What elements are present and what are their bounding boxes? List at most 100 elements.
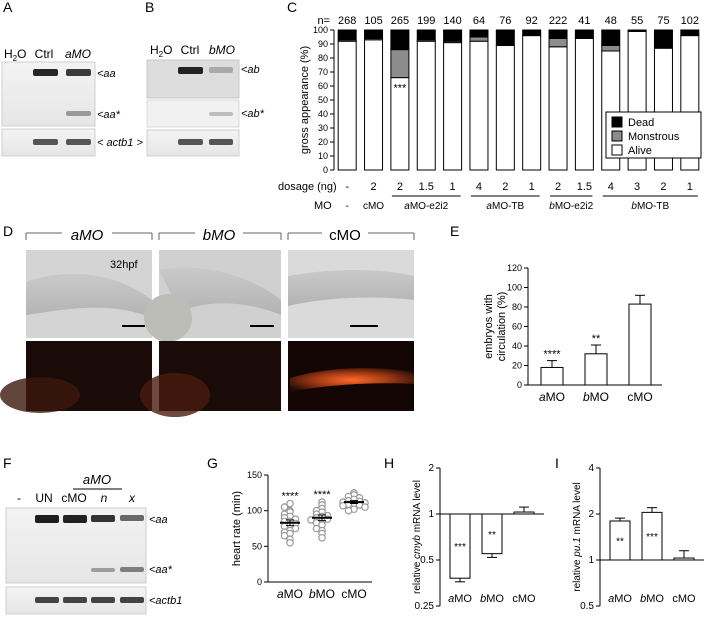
significance-marker-g: **** xyxy=(313,489,331,501)
dosage-value: - xyxy=(345,181,349,193)
panel-e: E 0 20 40 60 80 100 120 embryos with circulation… xyxy=(450,223,662,404)
gel-band-aa-ctrl xyxy=(33,69,58,76)
y-axis-label-g: heart rate (min) xyxy=(231,491,243,566)
gel-band-actb1-cmo xyxy=(63,597,87,603)
dosage-value: 1.5 xyxy=(577,181,592,193)
gel-image-b xyxy=(146,59,240,99)
bar-e xyxy=(628,303,652,386)
fluorescence-glow-bmo xyxy=(140,373,210,417)
n-label-c: 268 xyxy=(338,15,356,27)
y-tick-label-i: 1 xyxy=(588,555,594,566)
dosage-value: 2 xyxy=(660,181,666,193)
significance-marker-e: **** xyxy=(543,349,561,361)
lane-label-h2o-a: H2O xyxy=(4,47,26,63)
gel-band-actb1-ctrl-a xyxy=(33,139,58,145)
y-tick-label-i: 0.5 xyxy=(580,601,594,612)
panel-i: I 0.5 1 2 4 relative pu.1 mRNA level ** aMO ***… xyxy=(555,455,704,612)
gel-band-aa-un xyxy=(35,515,59,523)
gel-band-aa-star-amo xyxy=(66,111,91,116)
bar-segment-dead xyxy=(522,29,542,37)
x-tick-label-i: bMO xyxy=(640,593,664,605)
legend-swatch-monstrous xyxy=(611,130,623,142)
y-tick-label-h: 2 xyxy=(428,463,434,474)
dosage-value: 1.5 xyxy=(419,181,434,193)
bar-segment-dead xyxy=(627,29,647,32)
embryo-cmo xyxy=(288,270,414,306)
bar-segment-monstrous xyxy=(469,36,489,42)
fluorescence-vessel-cmo xyxy=(290,368,414,392)
panel-f: F aMO - UN cMO n x <aa <aa* <actb1 xyxy=(3,455,182,615)
y-axis-label-h: relative cmyb mRNA level xyxy=(412,480,423,594)
data-point-g xyxy=(280,531,289,540)
significance-marker-i: ** xyxy=(616,536,624,547)
y-tick-label-h: 1 xyxy=(428,509,434,520)
bar-segment-alive xyxy=(443,42,463,171)
n-label-c: 76 xyxy=(499,15,511,27)
bar-segment-dead xyxy=(548,29,568,39)
panel-a: A H2O Ctrl aMO <aa <aa* < actb1 > xyxy=(1,0,143,157)
n-label-c: 265 xyxy=(391,15,409,27)
n-label-c: 75 xyxy=(657,15,669,27)
y-tick-label-c: 100 xyxy=(313,25,328,35)
n-label-c: 199 xyxy=(417,15,435,27)
n-label-c: 48 xyxy=(605,15,617,27)
legend-label-dead: Dead xyxy=(628,117,654,129)
dosage-value: 1 xyxy=(450,181,456,193)
panel-letter-a: A xyxy=(3,0,13,15)
bar-segment-dead xyxy=(469,29,489,38)
lane-label-ctrl-b: Ctrl xyxy=(181,43,200,57)
lane-label-un-f: UN xyxy=(35,491,52,505)
mo-group-label: bMO-TB xyxy=(631,201,669,212)
y-tick-label-e: 20 xyxy=(512,361,522,371)
bar-segment-dead xyxy=(653,29,673,49)
y-tick-label-c: 70 xyxy=(318,67,328,77)
y-tick-label-c: 30 xyxy=(318,123,328,133)
y-tick-label-e: 80 xyxy=(512,302,522,312)
y-tick-label-g: 150 xyxy=(247,470,262,480)
panel-letter-b: B xyxy=(145,0,154,15)
bar-segment-alive xyxy=(548,46,568,171)
significance-marker-e: ** xyxy=(592,333,601,345)
mo-row-label: MO xyxy=(314,200,332,212)
significance-marker-h: ** xyxy=(488,530,496,541)
data-point-g xyxy=(286,538,294,547)
lane-label-ctrl-a: Ctrl xyxy=(35,47,54,61)
gel-band-ab-bmo xyxy=(209,67,233,73)
gel-band-ab-ctrl xyxy=(178,67,203,74)
panel-letter-f: F xyxy=(3,455,12,471)
header-bmo: bMO xyxy=(203,227,236,244)
gel-band-actb1-x xyxy=(120,597,144,603)
lane-label-none-f: - xyxy=(17,491,21,505)
n-prefix-c: n= xyxy=(317,15,330,27)
lane-group-label-amo: aMO xyxy=(83,472,111,487)
header-amo: aMO xyxy=(71,227,104,244)
legend-label-monstrous: Monstrous xyxy=(628,131,680,143)
gel-band-aa-n xyxy=(91,515,115,522)
bar-segment-dead xyxy=(390,29,410,51)
n-label-c: 105 xyxy=(364,15,382,27)
x-tick-label-e: cMO xyxy=(627,390,652,404)
panel-letter-h: H xyxy=(384,455,394,471)
y-tick-label-c: 90 xyxy=(318,39,328,49)
panel-b: B H2O Ctrl bMO <ab <ab* xyxy=(145,0,265,157)
band-label-aa-star: <aa* xyxy=(97,109,121,121)
y-axis-label-i: relative pu.1 mRNA level xyxy=(572,482,583,592)
y-tick-label-e: 0 xyxy=(517,380,522,390)
bar-e xyxy=(584,353,608,386)
gel-band-ab-star-bmo xyxy=(209,112,233,116)
bar-segment-dead xyxy=(601,29,621,46)
lane-label-h2o-b: H2O xyxy=(150,43,172,59)
band-label-aa-star-f: <aa* xyxy=(149,564,173,576)
y-tick-label-g: 50 xyxy=(252,541,262,551)
gel-band-actb1-bmo-b xyxy=(209,139,233,145)
y-tick-label-c: 0 xyxy=(323,165,328,175)
n-label-c: 92 xyxy=(526,15,538,27)
bar-segment-dead xyxy=(574,29,594,39)
legend-swatch-alive xyxy=(611,144,623,156)
dosage-value: 1 xyxy=(687,181,693,193)
dosage-value: 2 xyxy=(555,181,561,193)
panel-letter-c: C xyxy=(287,0,297,15)
y-tick-label-e: 120 xyxy=(507,263,522,273)
bar-segment-dead xyxy=(443,29,463,42)
